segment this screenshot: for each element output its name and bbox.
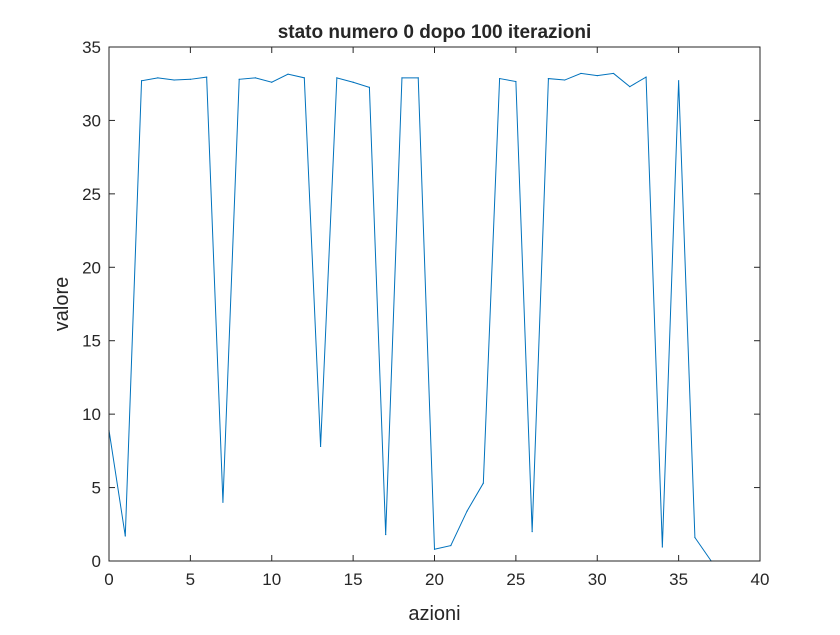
y-tick-label: 0 [92, 552, 101, 571]
data-point [645, 76, 647, 78]
data-layer [108, 72, 712, 562]
data-point [401, 77, 403, 79]
data-point [271, 81, 273, 83]
y-tick-label: 15 [82, 332, 101, 351]
plot-area [109, 47, 760, 561]
axes-box [108, 46, 761, 562]
data-point [531, 531, 533, 533]
data-point [124, 535, 126, 537]
x-tick-label: 35 [669, 570, 688, 589]
data-point [678, 80, 680, 82]
data-point [450, 544, 452, 547]
series-line [108, 72, 712, 562]
x-tick-label: 25 [506, 570, 525, 589]
data-point [547, 77, 550, 80]
y-tick-label: 30 [82, 111, 101, 130]
data-point [661, 546, 663, 548]
y-tick-label: 5 [92, 479, 101, 498]
data-point [499, 77, 501, 80]
data-point [254, 77, 257, 79]
data-point [596, 75, 598, 77]
data-point [206, 76, 208, 78]
data-point [368, 86, 370, 88]
data-point [385, 533, 387, 536]
data-point [564, 79, 566, 81]
data-point [482, 482, 484, 484]
data-point [612, 72, 615, 75]
x-tick-label: 40 [751, 570, 770, 589]
data-point [417, 77, 419, 79]
y-tick-label: 10 [82, 405, 101, 424]
x-axis-label: azioni [408, 603, 460, 625]
data-point [694, 536, 696, 539]
data-point [222, 501, 224, 503]
data-point [466, 510, 468, 512]
x-tick-label: 30 [588, 570, 607, 589]
data-point [352, 81, 354, 83]
chart-title: stato numero 0 dopo 100 iterazioni [278, 22, 592, 43]
data-point [336, 77, 338, 79]
y-axis-label: valore [51, 277, 73, 331]
x-tick-label: 20 [425, 570, 444, 589]
data-point [303, 77, 305, 79]
y-tick-label: 25 [82, 185, 101, 204]
y-tick-label: 20 [82, 258, 101, 277]
data-point [319, 445, 322, 448]
y-tick-label: 35 [82, 38, 101, 57]
data-point [157, 77, 159, 79]
x-tick-label: 5 [186, 570, 195, 589]
data-point [189, 78, 191, 80]
x-tick-label: 0 [104, 570, 113, 589]
data-point [173, 79, 175, 81]
data-point [629, 86, 631, 88]
data-point [140, 80, 143, 82]
data-point [238, 78, 240, 80]
data-point [433, 548, 436, 550]
data-point [515, 80, 517, 83]
data-point [580, 72, 582, 75]
x-tick-label: 10 [262, 570, 281, 589]
x-tick-label: 15 [344, 570, 363, 589]
data-point [287, 73, 289, 75]
